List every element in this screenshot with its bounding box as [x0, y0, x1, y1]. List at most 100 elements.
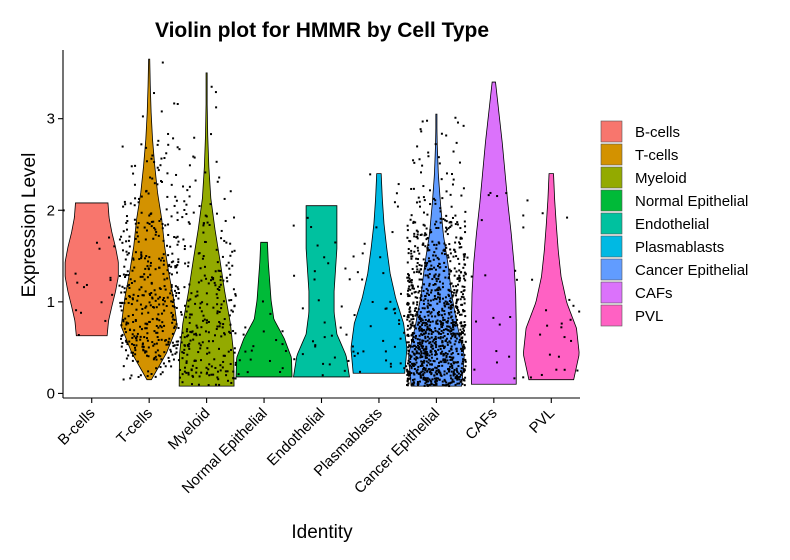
data-point	[427, 327, 430, 330]
data-point	[197, 383, 200, 386]
data-point	[197, 351, 200, 354]
data-point	[176, 343, 179, 346]
data-point	[187, 371, 190, 374]
data-point	[233, 249, 236, 252]
data-point	[450, 356, 453, 359]
data-point	[406, 315, 409, 318]
data-point	[464, 315, 467, 318]
data-point	[157, 326, 160, 329]
legend-swatch	[600, 143, 623, 166]
data-point	[143, 336, 146, 339]
data-point	[407, 359, 410, 362]
data-point	[463, 384, 466, 387]
data-point	[422, 289, 425, 292]
data-point	[435, 322, 438, 325]
data-point	[508, 355, 511, 358]
data-point	[438, 162, 441, 165]
data-point	[495, 361, 498, 364]
data-point	[426, 237, 429, 240]
data-point	[450, 306, 453, 309]
data-point	[135, 308, 138, 311]
violin-pvl	[523, 173, 580, 381]
data-point	[418, 270, 421, 273]
data-point	[250, 349, 253, 352]
data-point	[456, 318, 459, 321]
data-point	[343, 369, 346, 372]
data-point	[439, 207, 442, 210]
data-point	[454, 116, 457, 119]
data-point	[195, 334, 198, 337]
data-point	[438, 328, 441, 331]
data-point	[427, 276, 430, 279]
data-point	[408, 277, 411, 280]
data-point	[188, 164, 191, 167]
data-point	[175, 236, 178, 239]
data-point	[450, 337, 453, 340]
data-point	[132, 258, 135, 261]
data-point	[420, 294, 423, 297]
data-point	[449, 270, 452, 273]
data-point	[459, 236, 462, 239]
data-point	[423, 199, 426, 202]
data-point	[513, 377, 516, 380]
data-point	[205, 321, 208, 324]
data-point	[409, 345, 412, 348]
legend-swatch	[600, 166, 623, 189]
data-point	[461, 349, 464, 352]
data-point	[423, 283, 426, 286]
data-point	[206, 352, 209, 355]
data-point	[195, 324, 198, 327]
x-tick-label: Myeloid	[165, 405, 214, 454]
legend-swatch	[600, 212, 623, 235]
data-point	[427, 244, 430, 247]
data-point	[192, 338, 195, 341]
data-point	[449, 260, 452, 263]
data-point	[314, 344, 317, 347]
data-point	[214, 383, 217, 386]
data-point	[462, 348, 465, 351]
data-point	[442, 336, 445, 339]
data-point	[463, 368, 466, 371]
data-point	[437, 264, 439, 267]
data-point	[176, 235, 179, 238]
data-point	[444, 300, 447, 303]
data-point	[443, 335, 446, 338]
data-point	[187, 299, 190, 302]
data-point	[137, 201, 140, 204]
data-point	[199, 302, 202, 305]
data-point	[197, 281, 200, 284]
data-point	[434, 371, 437, 374]
data-point	[436, 373, 439, 376]
data-point	[487, 194, 490, 197]
x-tick-label: B-cells	[55, 405, 99, 449]
data-point	[353, 314, 356, 317]
data-point	[123, 200, 126, 203]
data-point	[428, 284, 431, 287]
data-point	[451, 318, 454, 321]
legend-label: Myeloid	[635, 170, 687, 187]
data-point	[165, 343, 168, 346]
data-point	[210, 279, 213, 282]
data-point	[421, 339, 424, 342]
data-point	[434, 297, 437, 300]
data-point	[456, 312, 459, 315]
data-point	[414, 337, 417, 340]
data-point	[362, 350, 365, 353]
data-point	[446, 325, 449, 328]
violin-normal-epithelial	[235, 241, 293, 378]
data-point	[422, 223, 425, 226]
data-point	[428, 337, 431, 340]
data-point	[391, 231, 394, 234]
data-point	[411, 379, 414, 382]
data-point	[433, 337, 436, 340]
data-point	[413, 325, 416, 328]
data-point	[292, 224, 295, 227]
data-point	[176, 286, 179, 289]
data-point	[430, 373, 433, 376]
data-point	[451, 357, 454, 360]
data-point	[430, 380, 433, 383]
data-point	[403, 367, 406, 370]
data-point	[171, 305, 174, 308]
data-point	[448, 294, 451, 297]
